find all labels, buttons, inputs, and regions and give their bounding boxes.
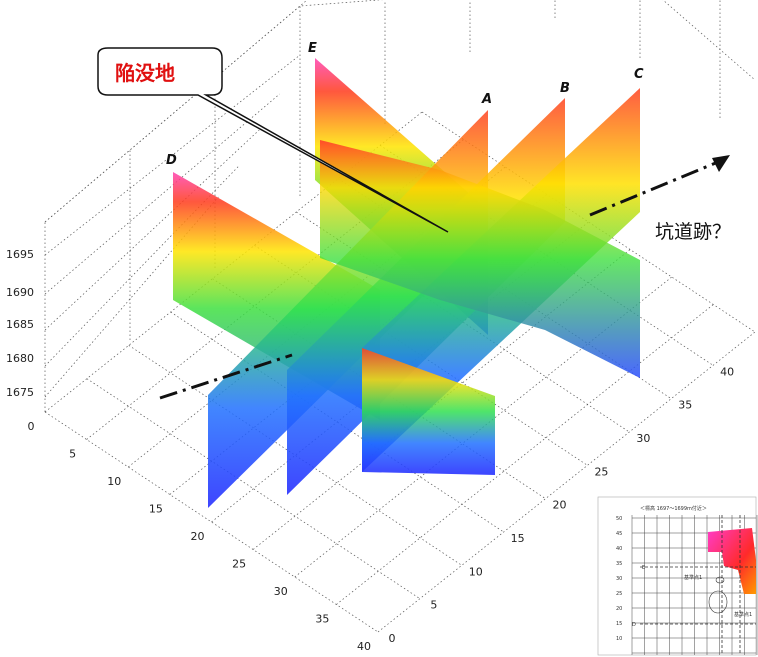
inset-row-label: 10 (616, 636, 622, 642)
inset-line-label-e: E (642, 565, 645, 571)
z-tick-label: 1685 (6, 318, 34, 331)
inset-high-zone (708, 528, 756, 594)
section-label-b: B (560, 81, 570, 96)
y-tick-label: 40 (720, 365, 734, 378)
z-tick-label: 1690 (6, 286, 34, 299)
inset-row-label: 25 (616, 591, 622, 597)
inset-point-2: 基準点1 (734, 611, 752, 618)
tunnel-label: 坑道跡？ (655, 221, 731, 243)
x-tick-label: 30 (274, 585, 288, 598)
inset-row-label: 40 (616, 546, 622, 552)
section-label-d: D (166, 153, 177, 168)
inset-row-label: 45 (616, 531, 622, 537)
inset-row-label: 15 (616, 621, 622, 627)
x-tick-label: 15 (149, 503, 163, 516)
inset-row-label: 30 (616, 576, 622, 582)
y-tick-label: 30 (636, 432, 650, 445)
inset-row-label: 50 (616, 516, 622, 522)
inset-map: ＜標高 1697～1699m付近＞ 50 45 40 35 30 25 20 15 10 E D… (597, 496, 758, 656)
y-tick-label: 0 (389, 632, 396, 645)
z-tick-label: 1680 (6, 352, 34, 365)
callout-label: 陥没地 (115, 61, 175, 85)
x-tick-label: 10 (107, 475, 121, 488)
y-tick-label: 20 (553, 499, 567, 512)
inset-row-label: 35 (616, 561, 622, 567)
inset-line-label-d: D (632, 622, 636, 628)
inset-title: ＜標高 1697～1699m付近＞ (640, 505, 707, 512)
x-axis-ticks: 0 5 10 15 20 25 30 35 40 (28, 420, 372, 653)
resistivity-sections (173, 58, 640, 508)
section-long (320, 140, 640, 378)
y-tick-label: 35 (678, 399, 692, 412)
callout-bubble: 陥没地 (97, 47, 449, 233)
tunnel-trace: 坑道跡？ (159, 155, 731, 400)
x-tick-label: 5 (69, 448, 76, 461)
x-tick-label: 20 (191, 530, 205, 543)
inset-point-1: 基準点1 (684, 574, 702, 581)
section-label-c: C (634, 67, 644, 82)
x-tick-label: 35 (315, 613, 329, 626)
y-tick-label: 25 (594, 465, 608, 478)
tunnel-arrow-icon (712, 155, 730, 172)
x-tick-label: 25 (232, 558, 246, 571)
y-tick-label: 15 (511, 532, 525, 545)
section-label-a: A (481, 92, 492, 107)
y-axis-ticks: 0 5 10 15 20 25 30 35 40 45 (389, 365, 735, 645)
x-tick-label: 40 (357, 640, 371, 653)
y-tick-label: 10 (469, 565, 483, 578)
section-label-e: E (308, 41, 317, 56)
section-front (362, 348, 495, 475)
z-tick-label: 1675 (6, 386, 34, 399)
x-tick-label: 0 (28, 420, 35, 433)
z-axis-ticks: 1695 1690 1685 1680 1675 (6, 248, 34, 399)
z-tick-label: 1695 (6, 248, 34, 261)
inset-row-label: 20 (616, 606, 622, 612)
y-tick-label: 5 (430, 599, 437, 612)
